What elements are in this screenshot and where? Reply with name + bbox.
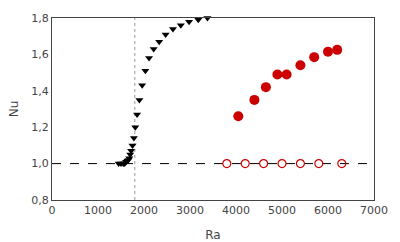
svg-text:0,8: 0,8 [31,194,49,207]
svg-text:6000: 6000 [314,204,342,217]
svg-text:4000: 4000 [222,204,250,217]
svg-text:2000: 2000 [130,204,158,217]
svg-text:1,4: 1,4 [31,85,49,98]
svg-text:1000: 1000 [84,204,112,217]
svg-text:7000: 7000 [360,204,388,217]
svg-text:Nu: Nu [7,101,21,118]
svg-text:1,2: 1,2 [31,121,49,134]
svg-text:0: 0 [49,204,56,217]
svg-text:1,0: 1,0 [31,157,49,170]
svg-text:Ra: Ra [205,228,220,242]
svg-text:1,6: 1,6 [31,48,49,61]
svg-text:3000: 3000 [176,204,204,217]
svg-text:1,8: 1,8 [31,12,49,25]
svg-text:5000: 5000 [268,204,296,217]
